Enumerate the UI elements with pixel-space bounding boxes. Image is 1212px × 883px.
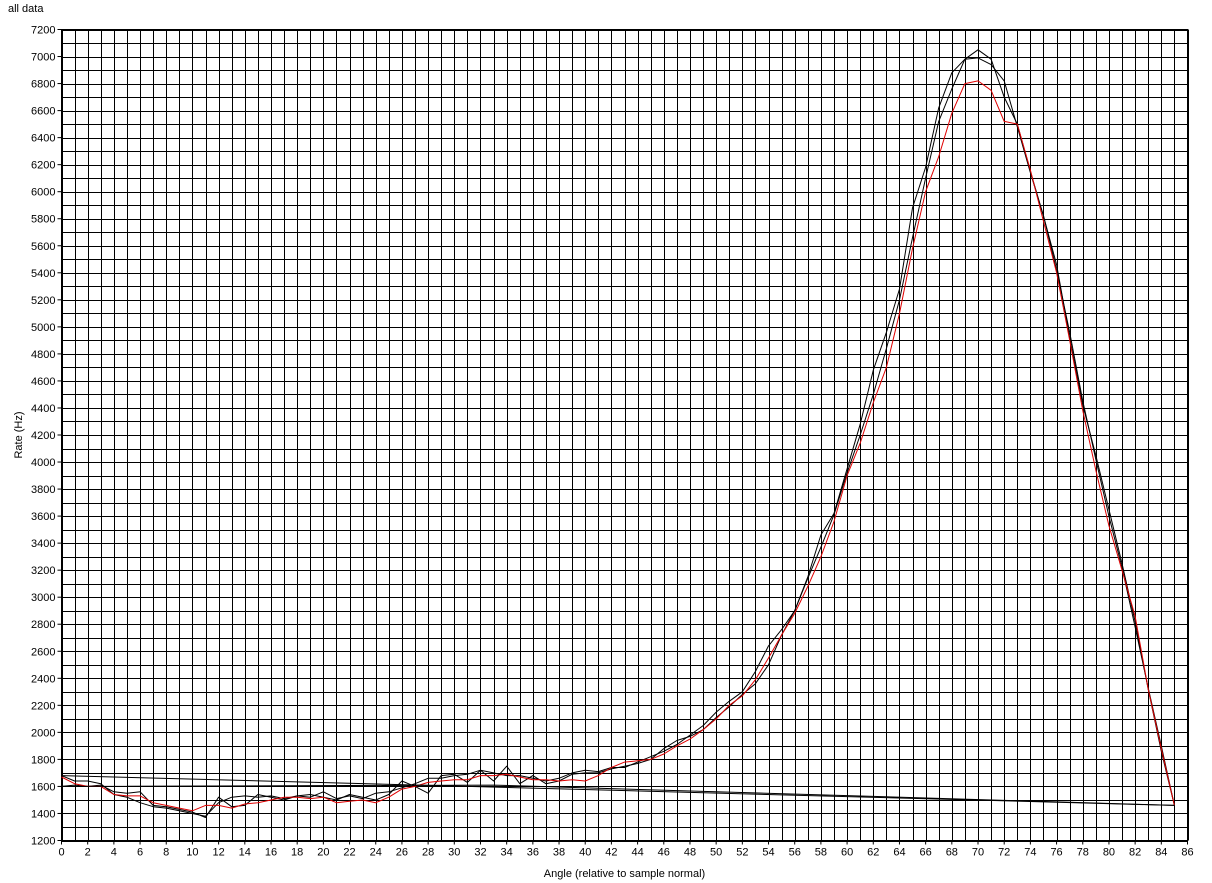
series-line-scan-1 [61, 57, 1175, 817]
series-line-baseline-2 [61, 784, 1175, 806]
y-tick-label: 4400 [31, 403, 55, 415]
y-tick-label: 7000 [31, 52, 55, 64]
y-tick-label: 2200 [31, 700, 55, 712]
x-tick-label: 68 [946, 847, 958, 859]
x-tick-label: 74 [1024, 847, 1036, 859]
x-tick-labels: 0 2 4 6 8 10 12 14 16 18 20 22 24 26 28 30 32 34 36 38 40 42 4… [58, 840, 1194, 859]
x-tick-label: 2 [85, 847, 91, 859]
y-tick-label: 3200 [31, 565, 55, 577]
x-tick-label: 12 [212, 847, 224, 859]
x-tick-label: 48 [684, 847, 696, 859]
x-tick-label: 86 [1181, 847, 1193, 859]
x-tick-label: 30 [448, 847, 460, 859]
x-tick-label: 60 [841, 847, 853, 859]
y-tick-label: 6600 [31, 106, 55, 118]
x-tick-label: 14 [239, 847, 251, 859]
y-tick-label: 5200 [31, 295, 55, 307]
y-tick-label: 2400 [31, 673, 55, 685]
x-tick-label: 72 [998, 847, 1010, 859]
x-tick-label: 80 [1103, 847, 1115, 859]
x-tick-label: 84 [1155, 847, 1167, 859]
series-layer [61, 49, 1175, 818]
y-tick-label: 5000 [31, 322, 55, 334]
series-line-baseline-1 [61, 775, 1175, 806]
y-tick-label: 1400 [31, 808, 55, 820]
x-tick-label: 78 [1077, 847, 1089, 859]
x-tick-label: 16 [265, 847, 277, 859]
series-line-scan-3 [61, 80, 1175, 812]
x-tick-label: 0 [58, 847, 64, 859]
x-tick-label: 52 [736, 847, 748, 859]
y-tick-label: 7200 [31, 25, 55, 37]
y-tick-label: 3800 [31, 484, 55, 496]
x-tick-label: 18 [291, 847, 303, 859]
chart-title: all data [8, 3, 44, 15]
y-axis-label: Rate (Hz) [13, 411, 25, 458]
y-tick-label: 5400 [31, 268, 55, 280]
x-tick-label: 76 [1050, 847, 1062, 859]
y-tick-label: 4200 [31, 430, 55, 442]
y-tick-label: 6200 [31, 160, 55, 172]
series-line-scan-2 [61, 49, 1175, 818]
y-tick-labels: 1200 1400 1600 1800 2000 2200 2400 2600 2800 3000… [31, 25, 62, 848]
y-tick-label: 3000 [31, 592, 55, 604]
y-tick-label: 6800 [31, 79, 55, 91]
y-tick-label: 3600 [31, 511, 55, 523]
y-tick-label: 5600 [31, 241, 55, 253]
x-tick-label: 6 [137, 847, 143, 859]
y-tick-label: 3400 [31, 538, 55, 550]
x-tick-label: 32 [474, 847, 486, 859]
y-tick-label: 2600 [31, 646, 55, 658]
x-tick-label: 46 [658, 847, 670, 859]
x-tick-label: 28 [422, 847, 434, 859]
x-tick-label: 10 [186, 847, 198, 859]
x-tick-label: 8 [163, 847, 169, 859]
y-tick-label: 6000 [31, 187, 55, 199]
x-tick-label: 26 [396, 847, 408, 859]
grid-lines [61, 29, 1189, 842]
y-tick-label: 1800 [31, 754, 55, 766]
y-tick-label: 1600 [31, 781, 55, 793]
y-tick-label: 1200 [31, 836, 55, 848]
x-tick-label: 40 [579, 847, 591, 859]
x-tick-label: 58 [815, 847, 827, 859]
x-tick-label: 64 [893, 847, 905, 859]
x-tick-label: 70 [972, 847, 984, 859]
y-tick-label: 4600 [31, 376, 55, 388]
y-tick-label: 5800 [31, 214, 55, 226]
x-tick-label: 66 [920, 847, 932, 859]
y-tick-label: 4000 [31, 457, 55, 469]
y-tick-label: 2800 [31, 619, 55, 631]
x-tick-label: 50 [710, 847, 722, 859]
x-tick-label: 4 [111, 847, 117, 859]
x-axis-label: Angle (relative to sample normal) [544, 868, 705, 880]
y-tick-label: 2000 [31, 727, 55, 739]
x-tick-label: 34 [501, 847, 513, 859]
x-tick-label: 38 [553, 847, 565, 859]
x-tick-label: 82 [1129, 847, 1141, 859]
x-tick-label: 44 [631, 847, 643, 859]
x-tick-label: 56 [789, 847, 801, 859]
x-tick-label: 24 [370, 847, 382, 859]
x-tick-label: 36 [527, 847, 539, 859]
x-tick-label: 62 [867, 847, 879, 859]
x-tick-label: 22 [343, 847, 355, 859]
x-tick-label: 20 [317, 847, 329, 859]
x-tick-label: 42 [605, 847, 617, 859]
y-tick-label: 4800 [31, 349, 55, 361]
x-tick-label: 54 [762, 847, 774, 859]
y-tick-label: 6400 [31, 133, 55, 145]
